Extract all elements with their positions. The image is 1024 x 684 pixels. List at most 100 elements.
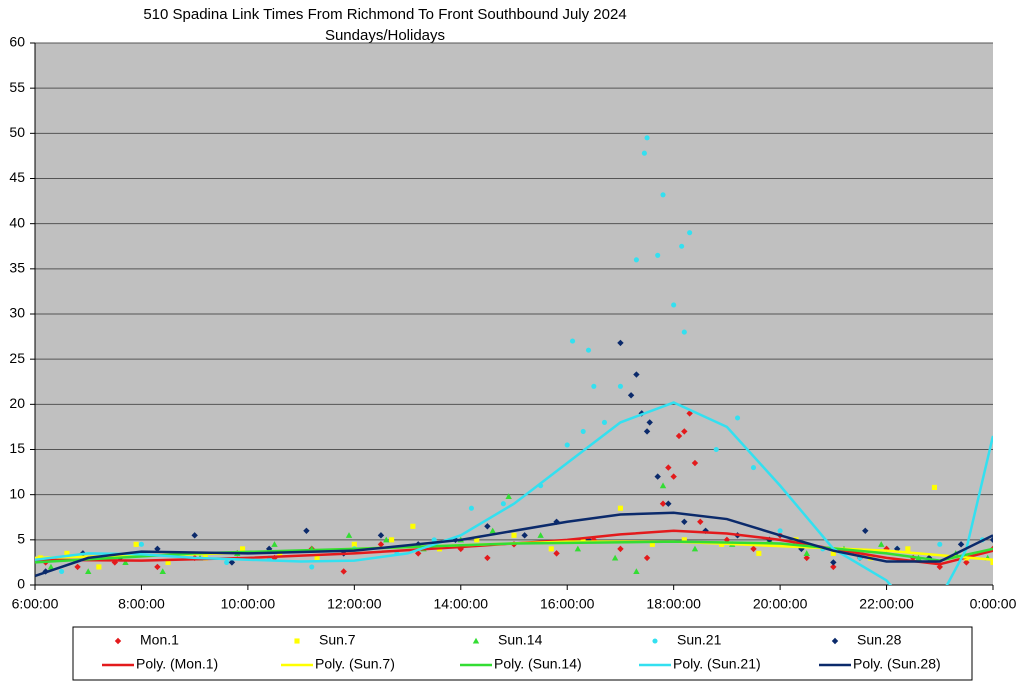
chart-subtitle: Sundays/Holidays	[325, 27, 445, 44]
point	[553, 518, 560, 525]
point	[96, 564, 102, 570]
point	[643, 554, 651, 562]
point	[59, 568, 65, 575]
legend-label: Poly. (Sun.28)	[853, 656, 941, 672]
point	[410, 523, 416, 529]
point	[679, 243, 685, 249]
trend-line	[35, 401, 993, 585]
point	[937, 541, 943, 547]
point	[377, 541, 385, 548]
point	[484, 523, 491, 530]
y-tick-label: 45	[9, 169, 25, 185]
point	[643, 428, 651, 435]
point	[569, 338, 576, 344]
point	[649, 541, 655, 547]
x-tick-label: 10:00:00	[221, 596, 276, 612]
legend-label: Sun.14	[498, 632, 543, 648]
legend-marker	[294, 638, 300, 644]
y-tick-label: 5	[17, 531, 25, 547]
legend-label: Poly. (Sun.14)	[494, 656, 582, 672]
point	[580, 537, 586, 543]
point	[963, 559, 970, 566]
point	[627, 392, 635, 399]
point	[431, 537, 437, 543]
point	[723, 536, 731, 544]
point	[644, 135, 650, 141]
point	[878, 541, 885, 547]
x-tick-label: 14:00:00	[434, 596, 489, 612]
point	[85, 568, 92, 575]
point	[564, 442, 570, 448]
point	[830, 559, 837, 566]
point	[691, 545, 699, 552]
y-tick-label: 15	[9, 440, 25, 456]
point	[697, 518, 704, 525]
point	[122, 559, 129, 565]
point	[580, 428, 586, 434]
point	[415, 550, 422, 557]
y-tick-label: 40	[9, 214, 25, 230]
point	[511, 532, 517, 538]
point	[309, 564, 315, 570]
point	[271, 541, 278, 547]
point	[675, 432, 683, 440]
legend-label: Sun.21	[677, 632, 722, 648]
point	[691, 459, 699, 467]
y-tick-label: 20	[9, 395, 25, 411]
point	[617, 505, 624, 511]
point	[159, 568, 166, 575]
point	[830, 550, 836, 556]
point	[931, 484, 938, 490]
point	[687, 230, 693, 236]
point	[646, 419, 653, 426]
x-tick-label: 0:00:00	[970, 596, 1017, 612]
point	[228, 559, 236, 566]
point	[905, 546, 911, 552]
point	[957, 541, 965, 548]
x-tick-label: 22:00:00	[859, 596, 914, 612]
x-tick-label: 16:00:00	[540, 596, 595, 612]
point	[633, 371, 640, 378]
point	[713, 446, 719, 453]
point	[670, 473, 677, 480]
point	[484, 554, 491, 562]
point	[154, 563, 161, 571]
point	[750, 545, 757, 553]
point	[777, 528, 783, 534]
point	[154, 545, 161, 553]
point	[314, 555, 320, 561]
point	[601, 419, 608, 425]
point	[47, 563, 55, 570]
point	[64, 550, 70, 556]
legend-marker	[472, 637, 480, 644]
point	[702, 527, 709, 534]
plot-marks	[35, 135, 993, 585]
point	[665, 464, 672, 471]
point	[500, 501, 506, 507]
y-tick-label: 50	[9, 124, 25, 140]
point	[894, 545, 901, 553]
point	[659, 500, 667, 507]
x-tick-label: 12:00:00	[327, 596, 382, 612]
point	[303, 527, 310, 534]
point	[654, 473, 661, 480]
point	[74, 563, 81, 571]
point	[803, 550, 810, 556]
y-tick-label: 25	[9, 350, 25, 366]
point	[340, 568, 347, 575]
point	[617, 383, 624, 389]
point	[633, 257, 639, 263]
legend-label: Poly. (Mon.1)	[136, 656, 218, 672]
point	[936, 563, 943, 571]
point	[574, 545, 582, 552]
trend-line	[35, 540, 993, 564]
point	[660, 192, 666, 198]
x-tick-label: 18:00:00	[646, 596, 701, 612]
legend-marker	[114, 637, 122, 645]
point	[803, 554, 810, 562]
trend-line	[35, 511, 993, 578]
point	[611, 554, 619, 561]
point	[734, 415, 741, 421]
point	[505, 493, 512, 500]
